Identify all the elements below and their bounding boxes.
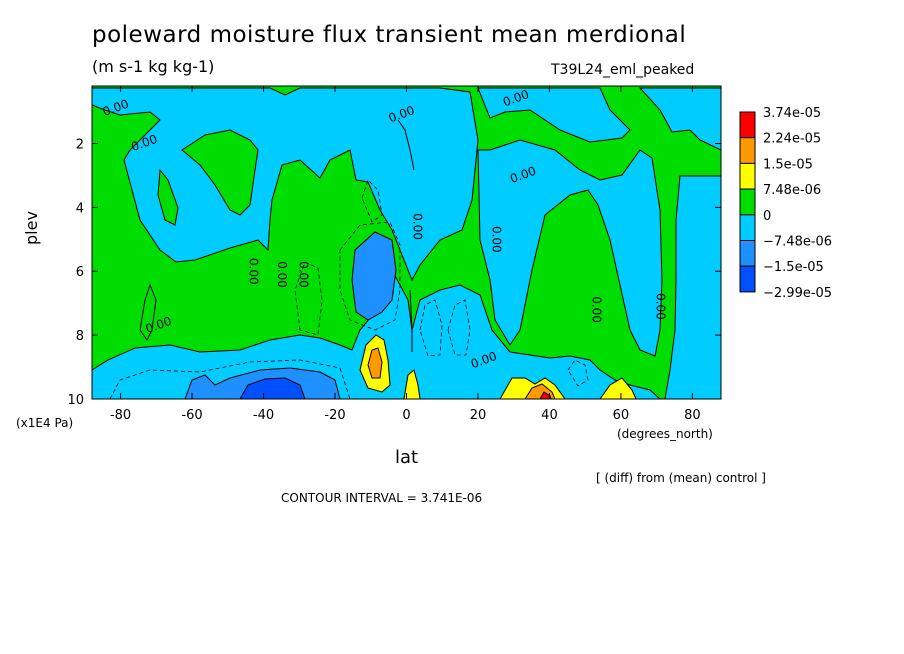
x-tick-label: 80 xyxy=(684,408,701,423)
zero-contour-3 xyxy=(397,119,415,171)
fill-darkblue-bottom xyxy=(239,377,306,399)
y-tick-label: 8 xyxy=(76,329,84,344)
x-tick-label: 60 xyxy=(613,408,630,423)
contour-fill-layer xyxy=(92,86,721,399)
colorbar-swatch xyxy=(739,137,756,164)
colorbar-label: 1.5e-05 xyxy=(763,157,813,172)
colorbar-swatch xyxy=(739,265,756,293)
colorbar: 3.74e-05 2.24e-05 1.5e-05 7.48e-06 0 −7.48e-0… xyxy=(739,106,832,301)
chart-title: poleward moisture flux transient mean me… xyxy=(92,22,687,48)
x-tick-label: -60 xyxy=(181,408,202,423)
colorbar-swatch xyxy=(739,162,756,190)
fill-red-core-2 xyxy=(539,391,552,399)
fill-cyan-north-column1 xyxy=(477,139,663,357)
y-axis: 2 4 6 8 10 xyxy=(67,137,721,408)
chart-units: (m s-1 kg kg-1) xyxy=(92,57,215,76)
colorbar-label: 3.74e-05 xyxy=(763,106,821,121)
fill-yellow-core-4 xyxy=(403,369,421,399)
x-tick-label: 20 xyxy=(470,408,487,423)
y-tick-label: 6 xyxy=(76,265,84,280)
dashed-contour-5 xyxy=(109,359,351,399)
contour-label: 0.00 xyxy=(296,261,310,288)
negative-contours xyxy=(109,179,589,399)
x-axis-label: lat xyxy=(395,447,419,468)
fill-cyan-north-top xyxy=(477,87,631,143)
y-axis-units: (x1E4 Pa) xyxy=(16,416,74,430)
contour-label: 0.00 xyxy=(489,226,503,253)
fill-cyan-north-column3 xyxy=(664,175,721,399)
fill-green-island-1 xyxy=(181,129,259,216)
fill-cyan-south-upper xyxy=(92,87,479,282)
fill-orange-core-1 xyxy=(367,347,383,379)
contour-labels: 0.000.000.000.00 0.00 0.000.000.000.000.00… xyxy=(101,87,668,371)
dashed-contour-1 xyxy=(339,221,401,331)
colorbar-swatch xyxy=(739,188,756,216)
x-tick-label: -40 xyxy=(253,408,274,423)
x-tick-label: 40 xyxy=(541,408,558,423)
contour-label: 0.00 xyxy=(411,213,425,240)
colorbar-label: 0 xyxy=(763,209,771,224)
run-label: T39L24_eml_peaked xyxy=(551,62,695,78)
contour-label: 0.00 xyxy=(589,296,603,323)
dashed-contour-6 xyxy=(567,359,589,387)
contour-label: 0.00 xyxy=(246,258,260,285)
y-tick-label: 2 xyxy=(76,137,84,152)
colorbar-label: −2.99e-05 xyxy=(763,286,832,301)
colorbar-swatch xyxy=(739,240,756,267)
dashed-contour-7 xyxy=(361,179,383,223)
colorbar-label: 2.24e-05 xyxy=(763,132,821,147)
dashed-contour-2 xyxy=(294,261,323,336)
zero-contours xyxy=(139,119,415,352)
fill-cyan-north-column2 xyxy=(638,87,721,151)
x-tick-label: 0 xyxy=(402,408,410,423)
fill-blue-center xyxy=(351,231,397,321)
contour-interval: CONTOUR INTERVAL = 3.741E-06 xyxy=(281,491,483,505)
contour-label: 0.00 xyxy=(275,261,289,288)
colorbar-label: 7.48e-06 xyxy=(763,183,821,198)
colorbar-label: −7.48e-06 xyxy=(763,235,832,250)
zero-contour-1 xyxy=(139,283,157,341)
x-tick-label: -20 xyxy=(324,408,345,423)
zero-contour-2 xyxy=(409,289,413,352)
colorbar-swatch xyxy=(739,111,756,139)
colorbar-label: −1.5e-05 xyxy=(763,260,824,275)
x-axis: -80 -60 -40 -20 0 20 40 60 80 xyxy=(110,86,701,423)
contour-label: 0.00 xyxy=(654,293,668,320)
colorbar-swatch xyxy=(739,214,756,242)
fill-green-island-2 xyxy=(157,168,179,226)
x-tick-label: -80 xyxy=(110,408,131,423)
y-tick-label: 10 xyxy=(67,393,84,408)
fill-yellow-core-3 xyxy=(599,377,637,399)
diff-note: [ (diff) from (mean) control ] xyxy=(596,471,766,485)
x-axis-units: (degrees_north) xyxy=(617,427,713,441)
y-tick-label: 4 xyxy=(76,201,84,216)
